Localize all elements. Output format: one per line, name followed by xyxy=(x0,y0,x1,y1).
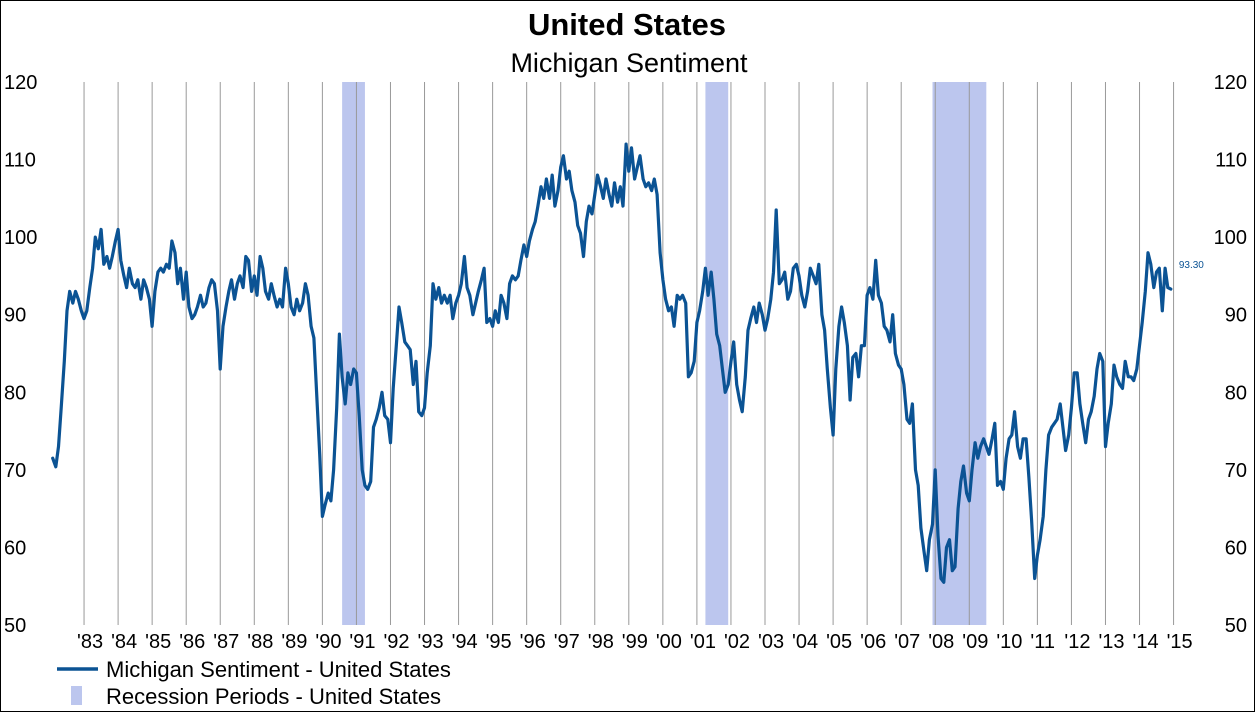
x-axis: '83 '84 '85 '86 '87 '88 '89 '90 '91 '92 '93 '94 '95 '… xyxy=(77,631,1193,653)
x-tick-89: '89 xyxy=(281,631,307,653)
y-tick-right-110: 110 xyxy=(1215,150,1247,172)
recession-band-3 xyxy=(932,82,987,625)
x-tick-94: '94 xyxy=(452,631,478,653)
x-tick-86: '86 xyxy=(179,631,205,653)
y-tick-left-50: 50 xyxy=(4,615,26,637)
y-tick-left-100: 100 xyxy=(4,227,37,249)
y-tick-left-90: 90 xyxy=(4,305,26,327)
x-tick-08: '08 xyxy=(928,631,954,653)
x-tick-96: '96 xyxy=(520,631,546,653)
legend-band-swatch xyxy=(71,686,82,705)
y-tick-right-50: 50 xyxy=(1225,615,1247,637)
x-tick-13: '13 xyxy=(1098,631,1124,653)
recession-band-1 xyxy=(342,82,365,625)
y-tick-left-80: 80 xyxy=(4,382,26,404)
x-tick-95: '95 xyxy=(486,631,512,653)
y-tick-right-100: 100 xyxy=(1214,227,1247,249)
x-tick-10: '10 xyxy=(996,631,1022,653)
x-tick-06: '06 xyxy=(860,631,886,653)
y-axis-right: 50 60 70 80 90 100 110 120 xyxy=(1214,72,1247,637)
x-tick-90: '90 xyxy=(315,631,341,653)
legend-label-sentiment: Michigan Sentiment - United States xyxy=(106,657,451,682)
recession-band-2 xyxy=(705,82,729,625)
x-tick-04: '04 xyxy=(792,631,818,653)
x-tick-00: '00 xyxy=(656,631,682,653)
x-tick-85: '85 xyxy=(145,631,171,653)
x-tick-07: '07 xyxy=(894,631,920,653)
x-tick-09: '09 xyxy=(962,631,988,653)
end-value-label: 93.30 xyxy=(1179,260,1204,271)
x-tick-84: '84 xyxy=(111,631,137,653)
x-tick-98: '98 xyxy=(588,631,614,653)
y-tick-right-90: 90 xyxy=(1225,305,1247,327)
chart-subtitle: Michigan Sentiment xyxy=(510,48,748,78)
x-tick-14: '14 xyxy=(1133,631,1159,653)
x-tick-99: '99 xyxy=(622,631,648,653)
x-tick-92: '92 xyxy=(383,631,409,653)
x-tick-01: '01 xyxy=(690,631,716,653)
legend-label-recession: Recession Periods - United States xyxy=(106,684,441,709)
x-tick-97: '97 xyxy=(554,631,580,653)
x-tick-12: '12 xyxy=(1064,631,1090,653)
series-line-michigan-sentiment xyxy=(51,142,1173,584)
recession-bands xyxy=(342,82,987,625)
x-tick-83: '83 xyxy=(77,631,103,653)
y-tick-left-60: 60 xyxy=(4,537,26,559)
x-tick-87: '87 xyxy=(213,631,239,653)
y-tick-right-120: 120 xyxy=(1214,72,1247,94)
x-tick-15: '15 xyxy=(1167,631,1193,653)
x-tick-93: '93 xyxy=(418,631,444,653)
x-tick-03: '03 xyxy=(758,631,784,653)
y-tick-right-70: 70 xyxy=(1225,460,1247,482)
y-tick-right-80: 80 xyxy=(1225,382,1247,404)
legend: Michigan Sentiment - United States Reces… xyxy=(57,657,451,709)
x-tick-02: '02 xyxy=(724,631,750,653)
y-tick-left-120: 120 xyxy=(4,72,37,94)
y-tick-left-70: 70 xyxy=(4,460,26,482)
x-tick-91: '91 xyxy=(349,631,375,653)
x-tick-11: '11 xyxy=(1030,631,1055,653)
chart-title: United States xyxy=(528,7,726,42)
series-layer xyxy=(51,142,1173,584)
y-tick-left-110: 110 xyxy=(4,150,36,172)
x-tick-88: '88 xyxy=(247,631,273,653)
x-tick-05: '05 xyxy=(826,631,852,653)
y-tick-right-60: 60 xyxy=(1225,537,1247,559)
y-axis-left: 50 60 70 80 90 100 110 120 xyxy=(4,72,37,637)
